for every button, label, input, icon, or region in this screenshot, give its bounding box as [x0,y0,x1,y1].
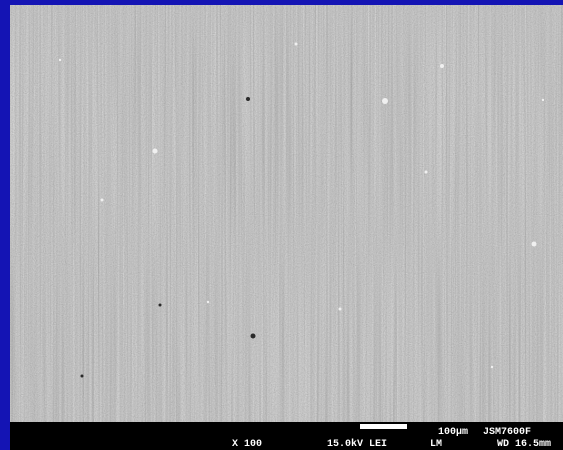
page: {"micrograph": {"scale_bar": "100µm", "i… [0,0,563,450]
pit [251,334,256,339]
info-bar [10,422,563,450]
voltage-label: 15.0kV LEI [327,438,387,450]
screen: 100µm JSM7600F X 100 15.0kV LEI LM WD 16… [0,0,563,450]
scale-bar [360,424,407,429]
scale-label: 100µm [438,427,468,438]
instrument-label: JSM7600F [483,427,531,438]
particle [382,98,388,104]
particle [153,149,158,154]
particle [491,366,493,368]
particle [295,43,298,46]
magnification-label: X 100 [232,439,262,450]
particle [101,199,104,202]
working-distance-label: WD 16.5mm [497,439,551,450]
particle [339,308,342,311]
particle [440,64,444,68]
pit [246,97,250,101]
particle [542,99,544,101]
micrograph-texture [10,5,563,422]
particle [59,59,61,61]
pit [81,375,84,378]
pit [159,304,162,307]
particle [425,171,428,174]
particle [207,301,209,303]
particle [532,242,537,247]
mode-label: LM [430,439,442,450]
